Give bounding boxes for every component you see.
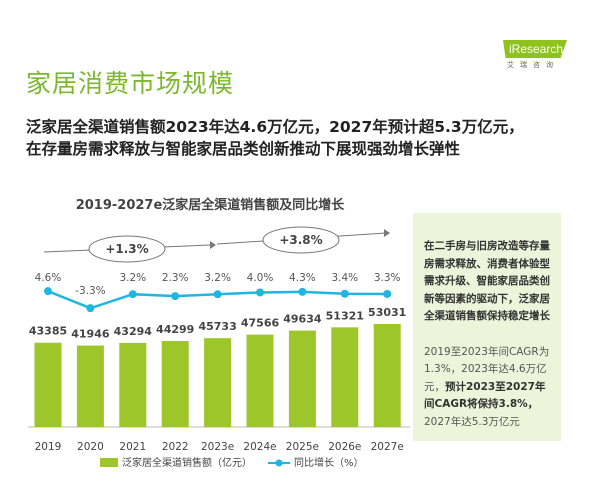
growth-label: 4.6% [35, 272, 62, 284]
growth-label: 3.4% [331, 272, 358, 284]
growth-point [128, 290, 137, 299]
growth-point [340, 289, 349, 298]
note-c: 2027年达5.3万亿元 [424, 415, 520, 428]
bar-value-label: 43385 [29, 325, 67, 338]
legend-bar-label: 泛家居全渠道销售额（亿元） [122, 456, 252, 469]
growth-label: 4.0% [247, 272, 274, 284]
page-title: 家居消费市场规模 [26, 69, 235, 98]
growth-point [44, 287, 52, 296]
bar [161, 340, 189, 427]
x-tick-label: 2021 [119, 441, 146, 453]
x-tick-label: 2019 [35, 441, 62, 453]
bar-value-label: 47566 [241, 317, 280, 330]
bar-value-label: 43294 [114, 325, 153, 338]
note-a: 2019至2023年间CAGR为1.3%，2023年达4.6万亿元， [424, 345, 550, 393]
growth-label: -3.3% [75, 285, 105, 297]
bar [246, 334, 274, 427]
x-tick-label: 2023e [201, 441, 234, 453]
growth-point [86, 304, 95, 313]
growth-label: 4.3% [289, 272, 316, 284]
growth-point [171, 292, 180, 301]
growth-label: 3.2% [119, 272, 146, 284]
bar-value-label: 41946 [71, 328, 110, 341]
growth-point [298, 287, 307, 296]
bar-value-label: 53031 [368, 306, 406, 319]
bar [373, 324, 401, 427]
subtitle-line-1: 泛家居全渠道销售额2023年达4.6万亿元，2027年预计超5.3万亿元， [26, 118, 524, 136]
arrow-head [384, 229, 390, 237]
subtitle-line-2: 在存量房需求释放与智能家居品类创新推动下展现强劲增长弹性 [26, 140, 461, 158]
note-b: 预计2023至2027年间CAGR将保持3.8%， [424, 380, 546, 411]
growth-label: 2.3% [162, 272, 189, 284]
chart-title: 2019-2027e泛家居全渠道销售额及同比增长 [75, 198, 345, 213]
legend-bar-swatch [100, 458, 118, 467]
bar-value-label: 44299 [156, 323, 194, 336]
insight-panel: 在二手房与旧房改造等存量房需求释放、消费者体验型需求升级、智能家居品类创新等因素… [413, 213, 561, 441]
bar [331, 327, 359, 427]
bar-value-label: 45733 [198, 320, 236, 333]
bar-value-label: 49634 [283, 313, 322, 326]
iresearch-logo: iResearch [503, 40, 567, 58]
logo-cn: 艾瑞咨询 [507, 61, 559, 69]
bar [76, 345, 104, 427]
cagr-oval [88, 235, 166, 263]
bar [119, 342, 147, 427]
bar [288, 330, 316, 427]
x-tick-label: 2024e [243, 441, 276, 453]
legend-line-marker [275, 459, 283, 467]
arrow-head [210, 241, 216, 249]
panel-bold-text: 在二手房与旧房改造等存量房需求释放、消费者体验型需求升级、智能家居品类创新等因素… [424, 240, 550, 322]
x-tick-label: 2022 [162, 441, 189, 453]
cagr-label: +1.3% [105, 242, 148, 256]
x-tick-label: 2020 [77, 441, 104, 453]
growth-point [213, 290, 222, 299]
panel-note: 2019至2023年间CAGR为1.3%，2023年达4.6万亿元，预计2023… [424, 344, 551, 432]
growth-label: 3.2% [204, 272, 231, 284]
growth-point [383, 289, 392, 298]
x-tick-label: 2025e [286, 441, 319, 453]
growth-label: 3.3% [374, 272, 401, 284]
subtitle: 泛家居全渠道销售额2023年达4.6万亿元，2027年预计超5.3万亿元， 在存… [26, 116, 524, 160]
x-tick-label: 2026e [328, 441, 361, 453]
cagr-label: +3.8% [279, 233, 322, 247]
growth-point [256, 288, 264, 297]
legend-line-label: 同比增长（%） [294, 456, 364, 469]
x-tick-label: 2027e [371, 441, 404, 453]
bar [204, 338, 232, 427]
cagr-oval [262, 226, 340, 254]
bar-value-label: 51321 [326, 309, 364, 322]
bar [34, 342, 62, 427]
